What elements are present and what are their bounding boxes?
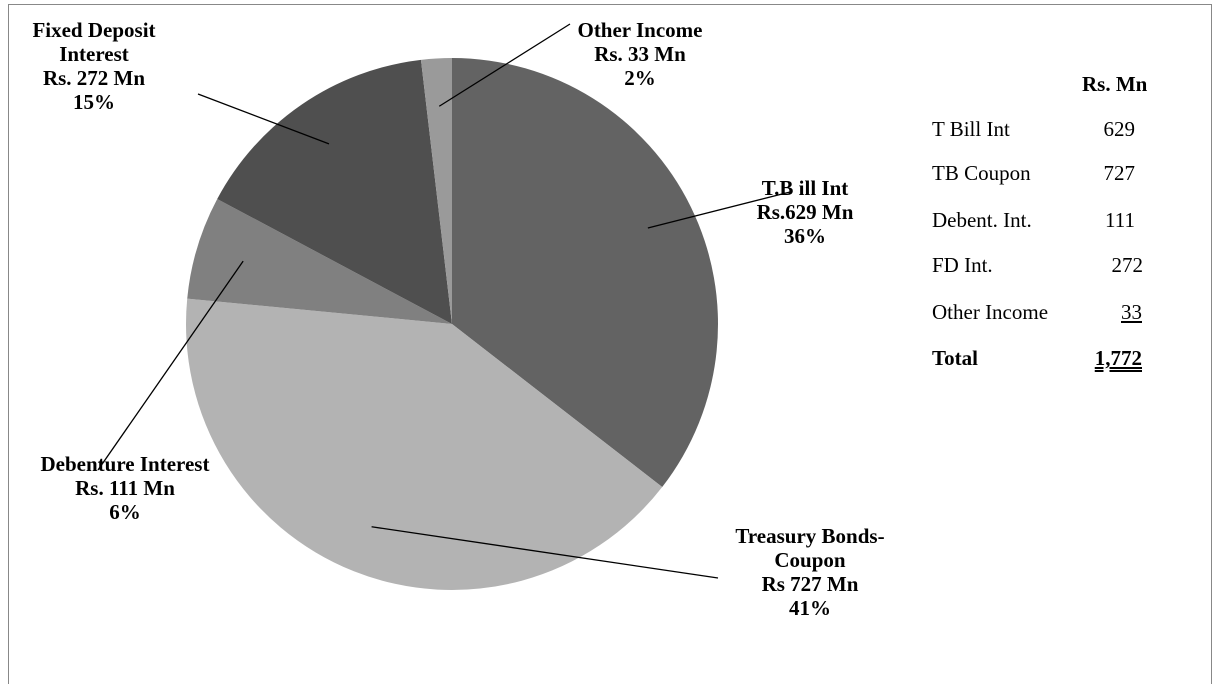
pie-slice-tbond — [185, 298, 663, 591]
leader-line-fd — [197, 93, 330, 145]
slice-label-tbill-line3: 36% — [784, 224, 826, 248]
table-row-label: TB Coupon — [932, 161, 1031, 185]
table-row: Other Income 33 — [932, 300, 1157, 325]
table-row: FD Int. 272 — [932, 253, 1157, 278]
slice-label-other-line2: Rs. 33 Mn — [594, 42, 686, 66]
table-total-row: Total 1,772 — [932, 346, 1157, 371]
slice-label-tbond-line1: Treasury Bonds- — [735, 524, 885, 548]
pie-slice-tbill — [452, 58, 719, 487]
table-row: T Bill Int 629 — [932, 117, 1157, 142]
leader-line-tbill — [647, 191, 791, 229]
slice-label-fd-line1: Fixed Deposit — [32, 18, 156, 42]
table-row-value: 33 — [1121, 300, 1142, 324]
slice-label-fd: Fixed Deposit Interest Rs. 272 Mn 15% — [14, 18, 174, 114]
slice-label-tbill-line2: Rs.629 Mn — [756, 200, 854, 224]
table-row-value: 111 — [1105, 208, 1135, 232]
table-total-value: 1,772 — [1094, 346, 1142, 370]
slice-label-debent-line3: 6% — [109, 500, 141, 524]
slice-label-tbond-line4: 41% — [789, 596, 831, 620]
slice-label-other: Other Income Rs. 33 Mn 2% — [550, 18, 730, 90]
table-row-value: 727 — [1103, 161, 1136, 185]
slice-label-tbill: T.B ill Int Rs.629 Mn 36% — [715, 176, 895, 248]
table-row-label: Other Income — [932, 300, 1049, 324]
table-row-label: T Bill Int — [932, 117, 1010, 141]
slice-label-tbill-line1: T.B ill Int — [761, 176, 849, 200]
table-row-label: Debent. Int. — [932, 208, 1032, 232]
table-row-value: 272 — [1111, 253, 1144, 277]
table-row: TB Coupon 727 — [932, 161, 1157, 186]
leader-line-debent — [97, 260, 244, 471]
slice-label-other-line1: Other Income — [577, 18, 703, 42]
slice-label-tbond-line3: Rs 727 Mn — [761, 572, 859, 596]
table-row-label: FD Int. — [932, 253, 993, 277]
table-total-label: Total — [932, 346, 978, 370]
slice-label-debent-line1: Debenture Interest — [40, 452, 210, 476]
table-row-value: 629 — [1103, 117, 1136, 141]
pie-slice-other — [420, 58, 452, 324]
slice-label-fd-line4: 15% — [73, 90, 115, 114]
slice-label-fd-line2: Interest — [59, 42, 129, 66]
slice-label-fd-line3: Rs. 272 Mn — [42, 66, 146, 90]
slice-label-debent-line2: Rs. 111 Mn — [75, 476, 175, 500]
slice-label-tbond: Treasury Bonds- Coupon Rs 727 Mn 41% — [695, 524, 925, 620]
leader-line-other — [438, 23, 571, 107]
slice-label-debent: Debenture Interest Rs. 111 Mn 6% — [10, 452, 240, 524]
leader-line-tbond — [371, 526, 719, 579]
pie-slice-fd — [217, 59, 452, 324]
slice-label-tbond-line2: Coupon — [774, 548, 846, 572]
slice-label-other-line3: 2% — [624, 66, 656, 90]
table-row: Debent. Int. 111 — [932, 208, 1157, 233]
table-header-unit: Rs. Mn — [1082, 72, 1148, 96]
pie-slice-debent — [187, 198, 453, 324]
chart-frame — [8, 4, 1212, 684]
